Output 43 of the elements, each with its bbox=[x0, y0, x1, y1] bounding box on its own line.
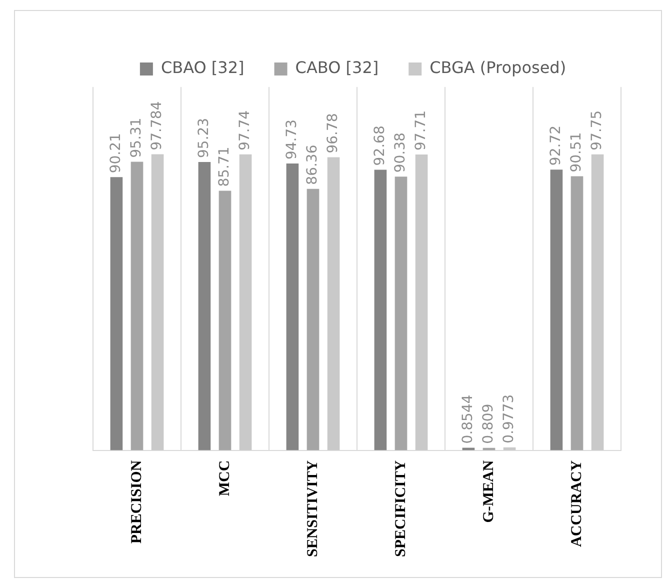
bar bbox=[415, 154, 428, 450]
bar bbox=[374, 170, 387, 450]
data-label: 95.23 bbox=[196, 118, 212, 158]
data-label: 86.36 bbox=[304, 144, 321, 185]
legend-label: CBGA (Proposed) bbox=[430, 58, 566, 78]
bar bbox=[591, 154, 604, 450]
bar bbox=[286, 164, 299, 450]
data-label: 0.9773 bbox=[501, 394, 518, 444]
bar bbox=[239, 154, 252, 450]
bar bbox=[570, 176, 584, 450]
data-label: 95.31 bbox=[128, 118, 145, 158]
x-tick-label: PRECISION bbox=[128, 460, 145, 544]
x-tick-label: SENSITIVITY bbox=[304, 460, 321, 558]
data-label: 97.74 bbox=[237, 110, 254, 150]
bar bbox=[462, 448, 475, 450]
bar bbox=[151, 154, 164, 450]
data-label: 92.72 bbox=[548, 125, 564, 166]
x-tick-label: MCC bbox=[216, 460, 233, 496]
x-tick-label: ACCURACY bbox=[568, 460, 585, 547]
bar bbox=[394, 176, 408, 450]
data-label: 97.71 bbox=[413, 110, 430, 150]
data-label: 92.68 bbox=[372, 126, 388, 166]
bar bbox=[306, 188, 320, 450]
bar bbox=[130, 162, 144, 450]
data-label: 96.78 bbox=[325, 113, 342, 154]
data-label: 85.71 bbox=[216, 146, 233, 187]
legend-label: CABO [32] bbox=[295, 58, 379, 78]
x-tick-label: G-MEAN bbox=[480, 460, 497, 523]
data-label: 94.73 bbox=[284, 119, 300, 160]
legend-label: CBAO [32] bbox=[160, 58, 244, 78]
data-label: 97.75 bbox=[589, 110, 606, 150]
data-label: 90.51 bbox=[568, 132, 585, 172]
data-label: 0.8544 bbox=[460, 394, 476, 444]
data-label: 90.38 bbox=[392, 132, 409, 173]
bar bbox=[550, 170, 563, 450]
bar bbox=[218, 190, 232, 450]
x-tick-label: SPECIFICITY bbox=[392, 460, 409, 557]
bar bbox=[198, 162, 211, 450]
data-label: 0.809 bbox=[480, 404, 497, 444]
bar bbox=[110, 177, 123, 450]
data-label: 97.784 bbox=[149, 101, 166, 150]
data-label: 90.21 bbox=[108, 133, 124, 174]
bar bbox=[327, 157, 340, 450]
